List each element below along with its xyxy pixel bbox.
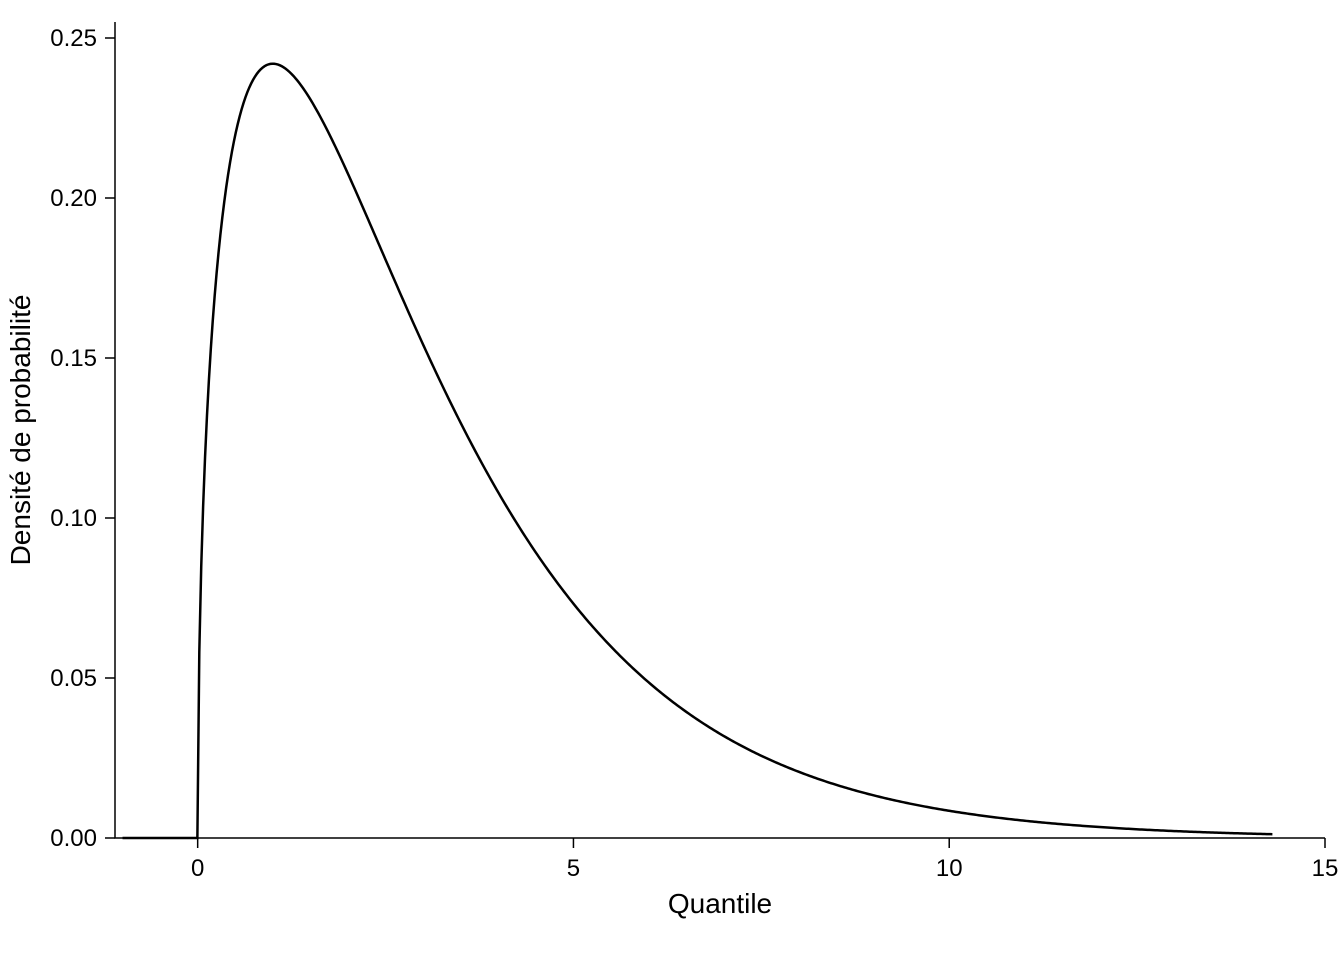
y-tick-label: 0.15 xyxy=(50,345,97,372)
y-tick-label: 0.05 xyxy=(50,665,97,692)
y-tick-label: 0.20 xyxy=(50,185,97,212)
density-chart: 0 5 10 15 0.00 0.05 0.10 0.15 0.20 0.25 Quantile De… xyxy=(0,0,1344,960)
chart-container: 0 5 10 15 0.00 0.05 0.10 0.15 0.20 0.25 Quantile De… xyxy=(0,0,1344,960)
axis-frame xyxy=(115,22,1325,838)
density-curve xyxy=(123,64,1273,838)
y-tick-label: 0.10 xyxy=(50,505,97,532)
x-tick-label: 0 xyxy=(191,855,204,882)
y-tick-label: 0.00 xyxy=(50,825,97,852)
x-tick-label: 5 xyxy=(567,855,580,882)
x-axis-title: Quantile xyxy=(668,888,772,919)
y-axis-title: Densité de probabilité xyxy=(5,295,36,566)
x-tick-label: 15 xyxy=(1312,855,1339,882)
y-tick-label: 0.25 xyxy=(50,25,97,52)
x-tick-label: 10 xyxy=(936,855,963,882)
